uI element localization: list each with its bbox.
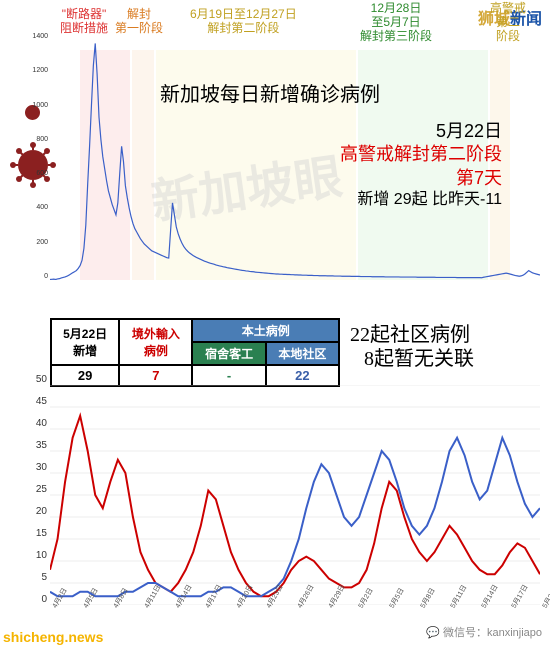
y-axis-2: 05101520253035404550 [25,385,47,605]
phase-label-circuit: "断路器" 阻断措施 [60,8,108,36]
th-local: 本土病例 [192,319,339,342]
phase-label-p3: 12月28日 至5月7日 解封第三阶段 [360,2,432,43]
th-community: 本地社区 [266,342,339,365]
phase-label-alert: 高警戒 第二 阶段 [490,2,526,43]
th-dorm: 宿舍客工 [192,342,265,365]
th-date: 5月22日 新增 [51,319,119,365]
footer-right: 💬 微信号：kanxinjiapo [426,624,542,640]
side-summary: 22起社区病例 8起暂无关联 [350,323,474,371]
side-l1: 22起社区病例 [350,323,474,347]
phase-label-p2: 6月19日至12月27日 解封第二阶段 [190,8,297,36]
phase-label-p1: 解封 第一阶段 [115,8,163,36]
side-l2: 8起暂无关联 [364,347,474,371]
line-chart-1 [50,40,540,280]
th-imported: 境外輸入 病例 [119,319,192,365]
bottom-chart-area: 05101520253035404550 4月2日4月5日4月8日4月11日4月… [0,375,550,635]
y-axis-1: 0200400600800100012001400 [20,40,48,280]
line-chart-2 [50,385,540,605]
footer-left: shicheng.news [3,629,103,645]
top-chart-area: 狮城新闻 "断路器" 阻断措施解封 第一阶段6月19日至12月27日 解封第二阶… [0,0,550,310]
